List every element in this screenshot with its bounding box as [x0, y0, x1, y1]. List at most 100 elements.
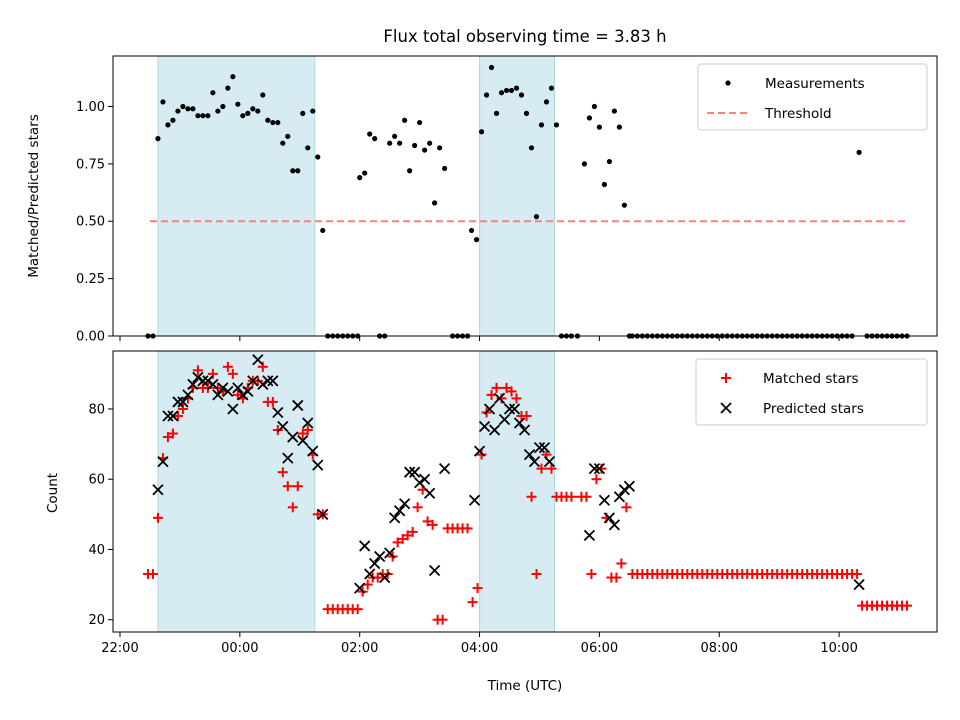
measurement-point [483, 92, 490, 98]
predicted-star-point [182, 389, 194, 401]
matched-star-point [207, 368, 218, 379]
predicted-star-point [583, 529, 596, 542]
measurement-point [205, 113, 211, 119]
predicted-star-point [157, 456, 169, 468]
measurement-point [528, 145, 535, 151]
measurement-point [280, 140, 286, 146]
matched-star-point [282, 481, 293, 492]
matched-star-point [566, 491, 577, 502]
predicted-star-point [262, 375, 274, 387]
top-panel: 0.00 0.25 0.50 0.75 1.00 Measurements Threshol… [76, 55, 938, 345]
matched-star-point [491, 382, 502, 393]
matched-star-point [352, 604, 363, 615]
bottom-legend-label-1: Predicted stars [763, 401, 864, 417]
predicted-star-point [292, 399, 304, 412]
predicted-star-point [379, 571, 391, 584]
matched-star-point [287, 502, 298, 513]
predicted-star-point [227, 403, 239, 415]
matched-star-point [177, 403, 188, 414]
predicted-star-point [473, 445, 486, 457]
matched-star-point [591, 474, 602, 485]
predicted-star-point [518, 424, 531, 436]
measurement-point [591, 103, 598, 110]
measurement-point [285, 133, 291, 139]
matched-star-point [536, 463, 547, 474]
predicted-star-point [428, 564, 441, 577]
predicted-star-point [483, 403, 496, 415]
measurement-point [468, 227, 475, 234]
matched-star-point [257, 361, 268, 372]
measurement-point [290, 168, 296, 174]
top-legend-label-0: Measurements [765, 76, 865, 92]
measurement-point [581, 161, 588, 167]
measurement-point [518, 92, 525, 98]
matched-star-point [852, 569, 863, 580]
measurement-point [362, 170, 368, 176]
bottom-y-axis-label: Count [45, 473, 61, 513]
matched-star-point [621, 502, 632, 513]
chart-title: Flux total observing time = 3.83 h [383, 27, 666, 46]
measurement-point [478, 129, 485, 135]
matched-star-point [172, 410, 183, 421]
measurement-point [320, 227, 326, 234]
predicted-star-point [369, 557, 381, 570]
measurement-point [215, 108, 221, 114]
measurement-point [357, 175, 363, 181]
measurement-point [611, 108, 617, 114]
predicted-star-point [538, 441, 551, 454]
bottom-legend: Matched stars Predicted stars [695, 358, 928, 426]
bottom-shaded-interval-0 [157, 350, 316, 633]
predicted-star-point [413, 477, 426, 489]
matched-star-point [531, 569, 542, 580]
predicted-star-point [588, 463, 601, 475]
measurement-point [245, 110, 251, 116]
measurement-point [200, 113, 206, 119]
measurement-point [305, 145, 311, 151]
matched-star-point [581, 491, 592, 502]
measurement-point [432, 200, 438, 206]
x-tick-label-5: 08:00 [701, 641, 738, 656]
top-y-tick-label-0: 0.00 [76, 330, 105, 345]
legend-matched-marker [721, 373, 731, 383]
predicted-star-point [267, 375, 279, 387]
bottom-series-0 [142, 361, 913, 625]
bottom-y-tick-label-0: 20 [88, 613, 105, 628]
measurement-point [523, 110, 530, 116]
measurement-point [538, 122, 545, 128]
predicted-star-point [618, 484, 631, 496]
matched-star-point [506, 386, 517, 397]
measurement-point [295, 168, 301, 174]
predicted-star-point [498, 413, 511, 426]
predicted-star-point [317, 508, 329, 520]
predicted-star-point [162, 410, 174, 422]
measurement-point [601, 181, 608, 188]
matched-star-point [521, 410, 532, 421]
predicted-star-point [207, 378, 219, 391]
predicted-star-point [408, 466, 421, 478]
predicted-star-point [404, 466, 416, 478]
matched-star-point [167, 428, 178, 439]
measurement-point [586, 115, 593, 121]
measurement-point [265, 117, 271, 123]
measurement-point [407, 168, 413, 174]
predicted-star-point [359, 540, 371, 552]
predicted-star-point [438, 463, 451, 475]
measurement-point [488, 64, 495, 71]
bottom-legend-label-0: Matched stars [763, 371, 859, 387]
measurement-point [170, 117, 176, 123]
measurement-point [596, 124, 603, 130]
predicted-star-point [187, 378, 199, 391]
top-y-tick-label-4: 1.00 [76, 100, 105, 115]
predicted-star-point [192, 371, 204, 383]
measurement-point [392, 133, 398, 139]
measurement-point [417, 119, 423, 126]
bottom-y-tick-label-1: 40 [88, 543, 105, 558]
top-legend-label-1: Threshold [764, 106, 832, 122]
measurement-point [422, 147, 428, 153]
measurement-point [165, 122, 171, 128]
measurement-point [210, 90, 216, 96]
measurement-point [427, 140, 433, 146]
predicted-star-point [257, 378, 269, 391]
predicted-star-point [167, 410, 179, 422]
x-tick-label-2: 02:00 [341, 641, 378, 656]
